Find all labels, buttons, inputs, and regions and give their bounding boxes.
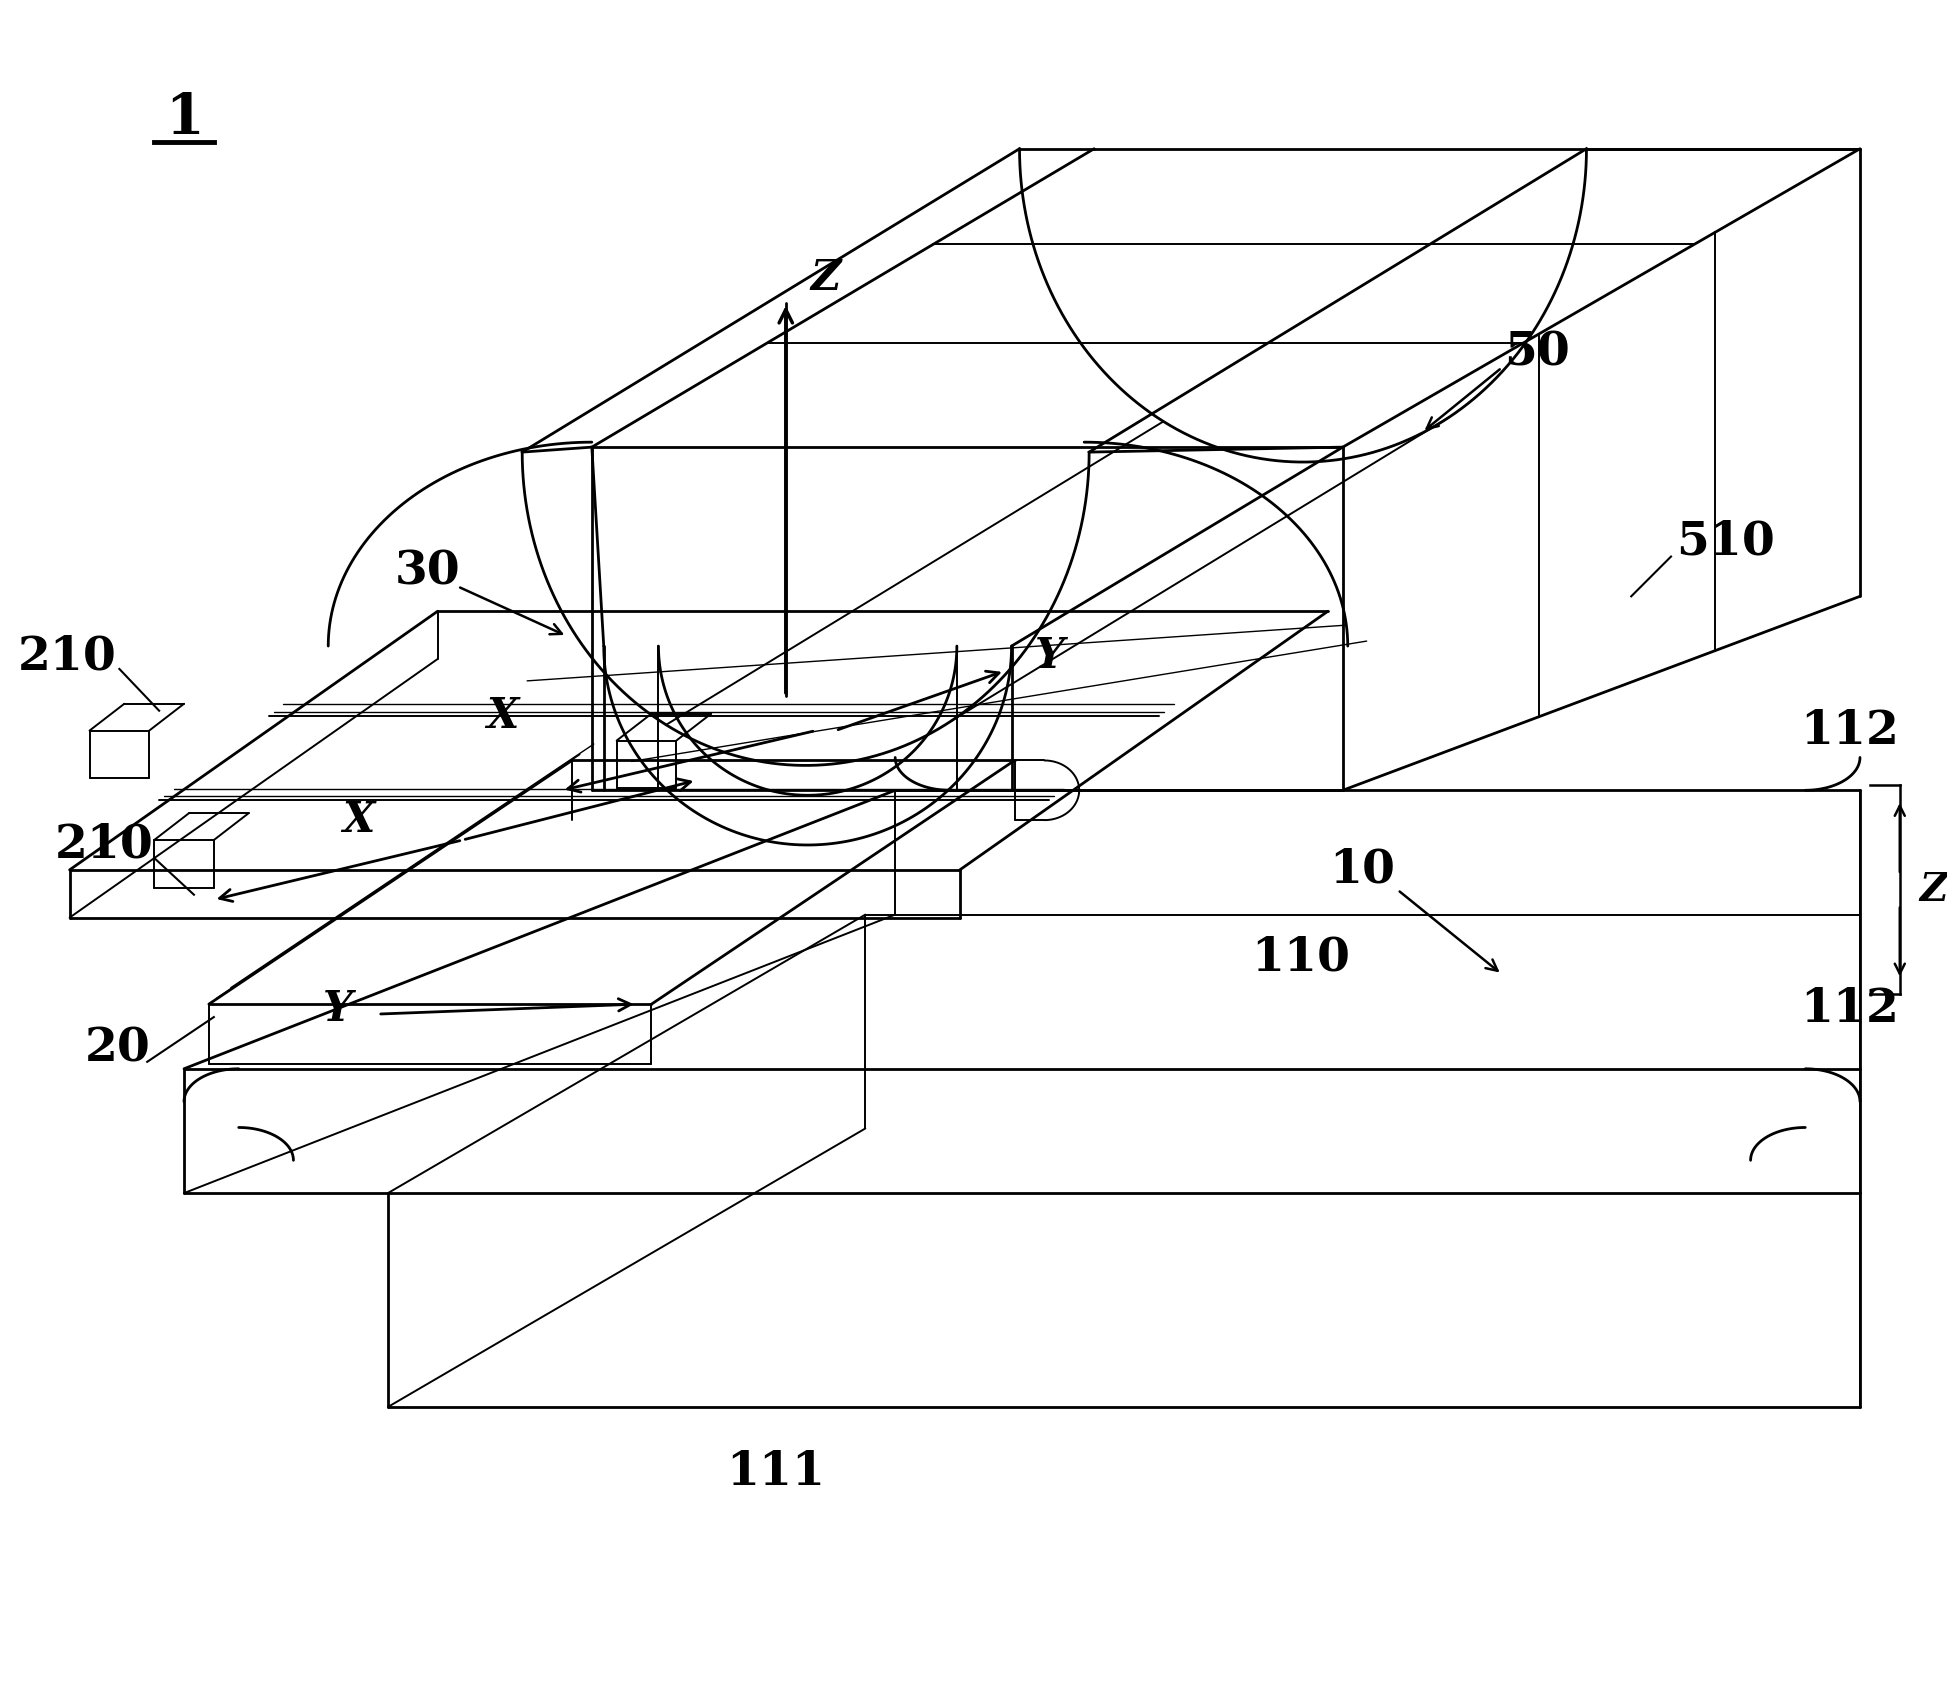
Text: 1: 1 bbox=[165, 91, 202, 147]
Text: Y: Y bbox=[1034, 634, 1065, 676]
Text: 50: 50 bbox=[1503, 329, 1569, 376]
Text: Z: Z bbox=[1920, 870, 1947, 909]
Text: Y: Y bbox=[323, 989, 352, 1031]
Text: 20: 20 bbox=[84, 1026, 150, 1071]
Text: 510: 510 bbox=[1676, 518, 1776, 565]
Text: 112: 112 bbox=[1801, 707, 1900, 754]
Text: Z: Z bbox=[810, 256, 841, 299]
Text: 210: 210 bbox=[18, 633, 117, 678]
Text: 10: 10 bbox=[1330, 847, 1396, 892]
Text: 110: 110 bbox=[1252, 935, 1351, 980]
Text: 210: 210 bbox=[55, 822, 154, 869]
Text: 111: 111 bbox=[726, 1449, 826, 1495]
Text: X: X bbox=[487, 695, 518, 737]
Text: 112: 112 bbox=[1801, 987, 1900, 1032]
Text: X: X bbox=[343, 800, 374, 842]
Text: 30: 30 bbox=[395, 548, 461, 594]
